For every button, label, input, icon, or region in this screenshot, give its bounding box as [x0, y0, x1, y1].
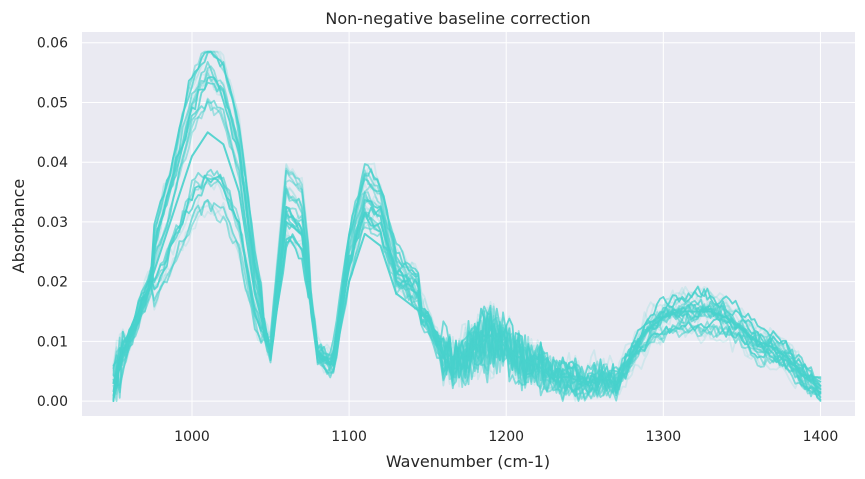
- x-tick-label: 1300: [646, 429, 682, 445]
- representative-series-line: [112, 131, 822, 391]
- x-tick-label: 1000: [174, 429, 210, 445]
- tick-labels: 1000 1100 1200 1300 1400 0.00 0.01 0.02 0.03 0.04…: [37, 36, 838, 445]
- chart-title: Non-negative baseline correction: [325, 9, 590, 28]
- y-tick-label: 0.02: [37, 275, 68, 291]
- y-axis-label: Absorbance: [9, 179, 28, 274]
- y-tick-label: 0.03: [37, 215, 68, 231]
- series-line: [112, 168, 822, 401]
- series-line: [112, 174, 822, 401]
- y-tick-label: 0.01: [37, 334, 68, 350]
- grid-lines: [82, 32, 855, 416]
- x-tick-label: 1400: [803, 429, 839, 445]
- x-tick-label: 1100: [331, 429, 367, 445]
- y-tick-label: 0.00: [37, 394, 68, 410]
- x-axis-label: Wavenumber (cm-1): [386, 452, 550, 471]
- y-tick-label: 0.04: [37, 155, 68, 171]
- y-tick-label: 0.05: [37, 95, 68, 111]
- x-tick-label: 1200: [488, 429, 524, 445]
- spectra: [112, 50, 822, 402]
- y-tick-label: 0.06: [37, 36, 68, 52]
